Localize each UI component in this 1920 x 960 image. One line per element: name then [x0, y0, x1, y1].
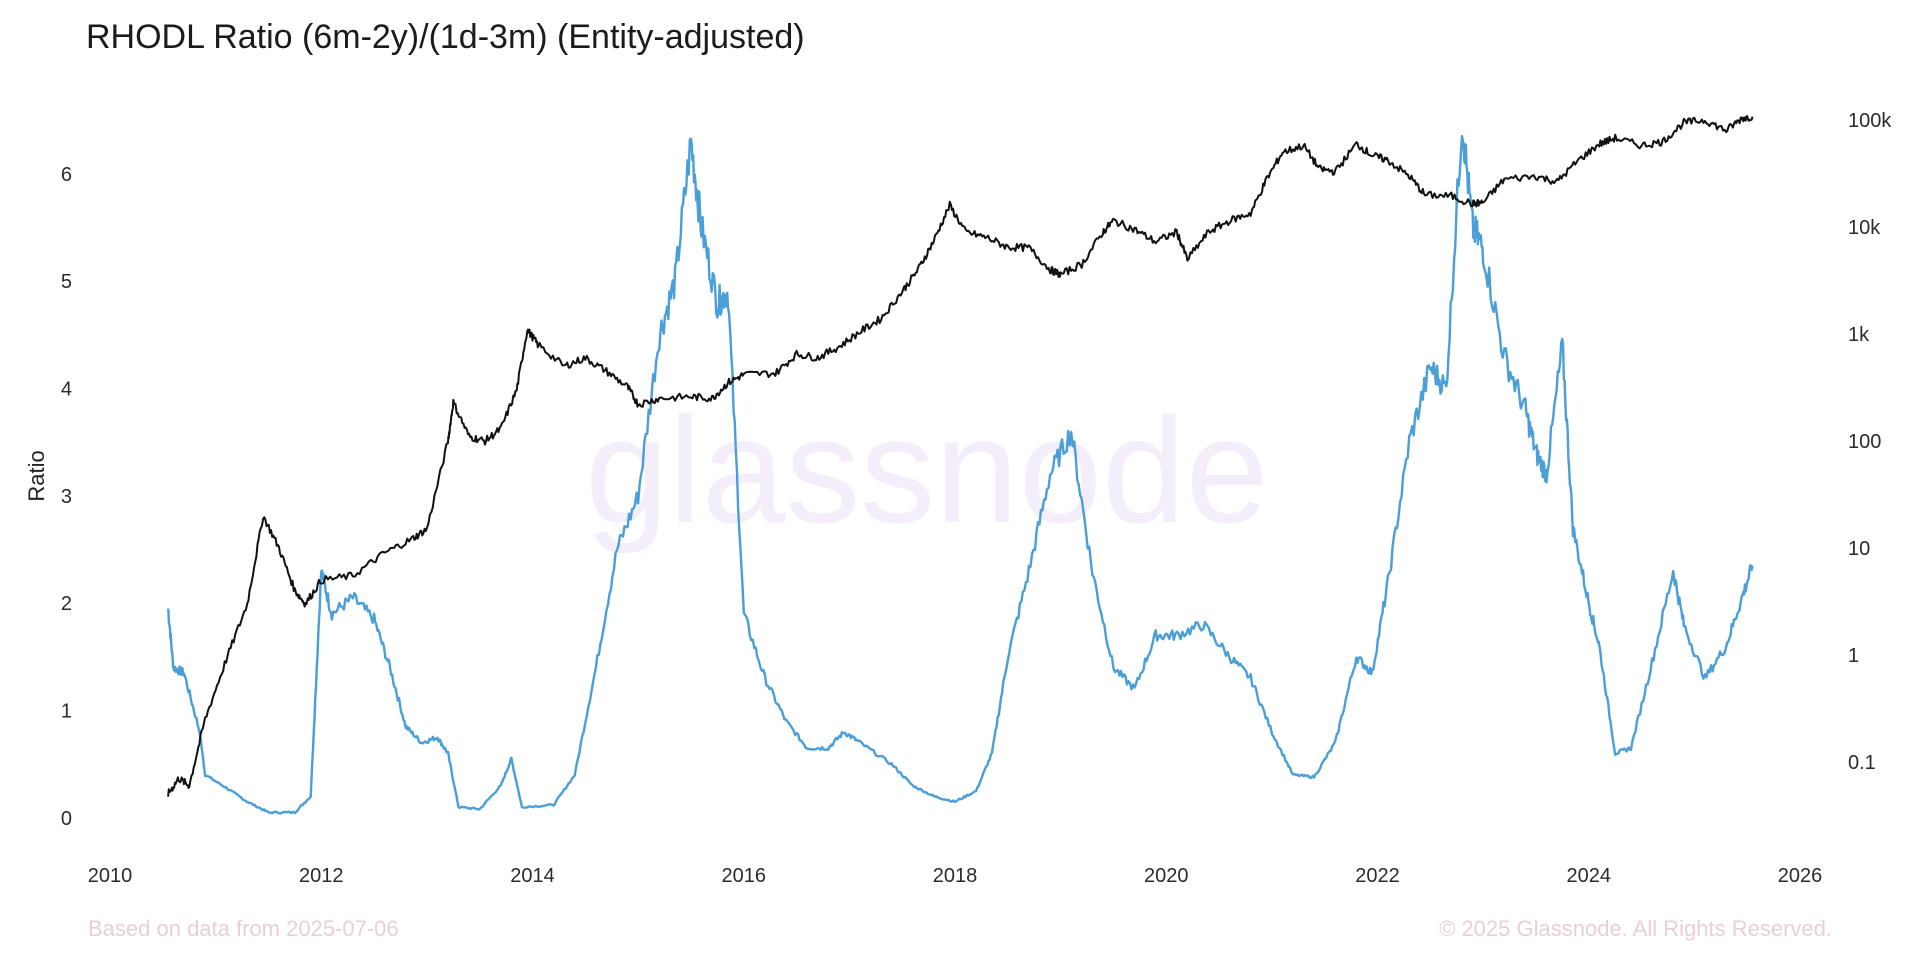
right-axis-ticks: 0.1 1 10 100 1k 10k 100k [1848, 110, 1892, 774]
x-axis-ticks: 2010 2012 2014 2016 2018 2020 2022 2024 2026 [88, 865, 1823, 887]
y-left-tick-label: 0 [61, 808, 72, 830]
y-right-tick-label: 1 [1848, 645, 1859, 667]
y-right-tick-label: 0.1 [1848, 752, 1876, 774]
x-tick-label: 2012 [299, 865, 344, 887]
rhodl-ratio-line [166, 135, 1754, 815]
y-left-tick-label: 2 [61, 593, 72, 615]
x-tick-label: 2020 [1144, 865, 1189, 887]
y-right-tick-label: 10 [1848, 538, 1870, 560]
x-tick-label: 2022 [1355, 865, 1400, 887]
x-tick-label: 2014 [510, 865, 555, 887]
series-layer [166, 115, 1754, 815]
footer-data-date: Based on data from 2025-07-06 [88, 916, 399, 941]
left-axis-ticks: 0 1 2 3 4 5 6 [61, 164, 72, 830]
watermark-text: glassnode [585, 386, 1269, 554]
y-right-tick-label: 100k [1848, 110, 1892, 132]
y-right-tick-label: 100 [1848, 431, 1881, 453]
y-axis-label: Ratio [24, 450, 49, 501]
y-left-tick-label: 5 [61, 271, 72, 293]
footer-copyright: © 2025 Glassnode. All Rights Reserved. [1439, 916, 1832, 941]
y-left-tick-label: 1 [61, 700, 72, 722]
x-tick-label: 2018 [933, 865, 978, 887]
y-left-tick-label: 6 [61, 164, 72, 186]
y-right-tick-label: 10k [1848, 217, 1881, 239]
x-tick-label: 2024 [1567, 865, 1612, 887]
y-left-tick-label: 4 [61, 379, 72, 401]
price-line [167, 115, 1754, 797]
x-tick-label: 2016 [722, 865, 767, 887]
x-tick-label: 2026 [1778, 865, 1823, 887]
y-left-tick-label: 3 [61, 486, 72, 508]
y-right-tick-label: 1k [1848, 324, 1870, 346]
x-tick-label: 2010 [88, 865, 133, 887]
chart-title: RHODL Ratio (6m-2y)/(1d-3m) (Entity-adju… [86, 18, 805, 56]
